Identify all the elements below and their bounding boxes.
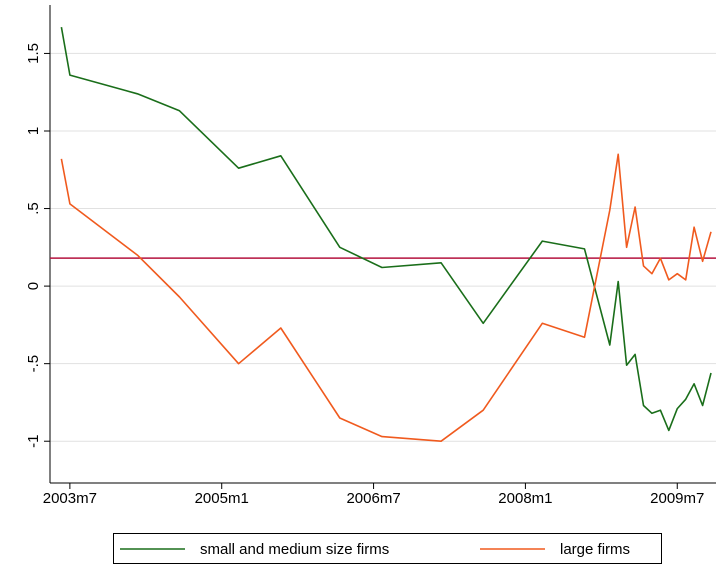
y-tick-label: -.5: [25, 355, 42, 373]
y-tick-label: 1: [25, 127, 42, 135]
legend-label: large firms: [560, 541, 630, 558]
y-tick-label: 1.5: [25, 43, 42, 64]
y-tick-label: .5: [25, 202, 42, 215]
series-line: [60, 26, 712, 432]
x-tick-label: 2006m7: [346, 490, 400, 507]
legend-box: [113, 533, 662, 564]
x-tick-label: 2003m7: [43, 490, 97, 507]
y-tick-label: -1: [25, 435, 42, 448]
series-line: [60, 153, 712, 443]
x-tick-label: 2008m1: [498, 490, 552, 507]
legend-label: small and medium size firms: [200, 541, 389, 558]
x-tick-label: 2005m1: [195, 490, 249, 507]
x-tick-label: 2009m7: [650, 490, 704, 507]
legend: small and medium size firms large firms: [113, 533, 662, 564]
y-tick-label: 0: [25, 282, 42, 290]
